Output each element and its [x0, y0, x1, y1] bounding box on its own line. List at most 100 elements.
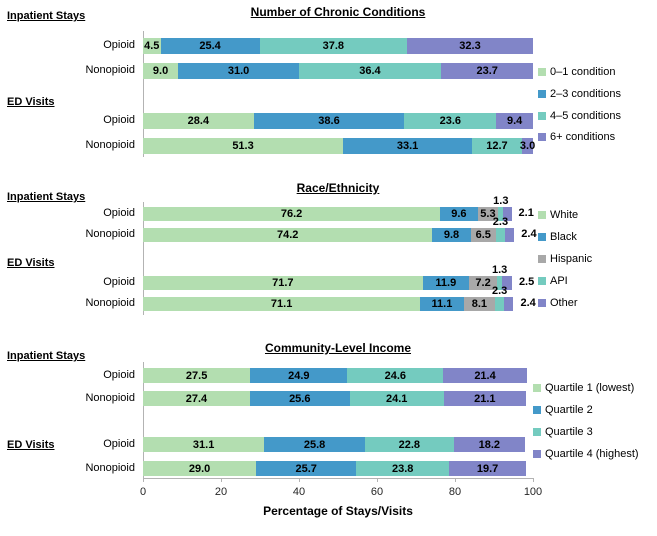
legend-swatch-icon [538, 211, 546, 219]
legend-label: 4–5 conditions [550, 110, 621, 122]
bar-segment-4-5-conditions: 12.7 [472, 138, 522, 154]
value-label: 18.2 [478, 438, 501, 451]
value-label: 25.8 [303, 438, 326, 451]
value-label: 2.3 [492, 216, 509, 228]
group-label-ed-visits: ED Visits [7, 96, 55, 108]
bar-segment-quartile-4-highest: 21.1 [443, 391, 526, 406]
x-tick-mark [455, 478, 456, 482]
value-label: 21.4 [474, 369, 496, 382]
legend-label: Quartile 1 (lowest) [545, 382, 635, 394]
bar-segment-2-3-conditions: 38.6 [253, 113, 405, 129]
bar-row: 4.5 25.4 37.8 32.3 [143, 38, 533, 54]
group-label-inpatient-stays: Inpatient Stays [7, 10, 86, 22]
x-tick-mark [299, 478, 300, 482]
bar-row: 74.2 9.8 6.5 2.3 2.4 [143, 216, 537, 242]
legend-swatch-icon [538, 233, 546, 241]
row-label: Opioid [103, 437, 135, 450]
bar-segment-4-5-conditions: 23.6 [404, 113, 497, 129]
group-label-ed-visits: ED Visits [7, 257, 55, 269]
row-label: Nonopioid [85, 461, 135, 474]
x-tick-label: 40 [292, 486, 306, 498]
value-label: 12.7 [486, 140, 508, 152]
bar-segment-0-1-condition: 9.0 [143, 63, 179, 79]
bar-segment-quartile-3: 24.6 [347, 368, 444, 383]
value-label: 9.6 [451, 208, 467, 220]
value-label: 36.4 [359, 65, 381, 77]
legend-item-hispanic: Hispanic [538, 253, 592, 265]
legend-swatch-icon [533, 450, 541, 458]
value-label: 11.1 [431, 298, 453, 310]
row-label: Nonopioid [85, 391, 135, 404]
legend-item-quartile-3: Quartile 3 [533, 426, 593, 438]
legend-label: Quartile 2 [545, 404, 593, 416]
value-label: 2.4 [520, 297, 536, 309]
bar-segment-quartile-3: 23.8 [356, 461, 450, 476]
value-label: 1.3 [491, 264, 508, 276]
bar-segment-6-conditions: 23.7 [440, 63, 534, 79]
legend-label: 0–1 condition [550, 66, 616, 78]
row-label: Opioid [103, 114, 135, 126]
bar-segment-other [504, 297, 514, 311]
bar-row: 27.5 24.9 24.6 21.4 [143, 368, 533, 383]
x-tick-label: 100 [523, 486, 543, 498]
bar-segment-0-1-condition: 28.4 [143, 113, 254, 129]
legend-label: Other [550, 297, 578, 309]
bar-segment-hispanic: 6.5 [470, 228, 496, 242]
legend-swatch-icon [533, 384, 541, 392]
value-label: 2.4 [521, 228, 537, 240]
row-label: Opioid [103, 207, 135, 219]
bar-segment-quartile-2: 25.7 [256, 461, 357, 476]
value-label: 2.1 [518, 207, 534, 219]
value-label: 24.9 [288, 369, 310, 382]
bar-row: 28.4 38.6 23.6 9.4 [143, 113, 533, 129]
value-label: 29.0 [188, 462, 211, 475]
bar-segment-4-5-conditions: 37.8 [259, 38, 408, 54]
bar-segment-black: 11.9 [422, 276, 470, 290]
bar-segment-0-1-condition: 51.3 [143, 138, 344, 154]
value-label: 24.1 [385, 392, 408, 405]
value-label: 7.2 [475, 277, 491, 289]
value-label: 25.6 [289, 392, 311, 405]
legend-swatch-icon [533, 428, 541, 436]
row-label: Opioid [103, 368, 135, 381]
bar-row: 31.1 25.8 22.8 18.2 [143, 437, 533, 452]
value-label: 38.6 [318, 115, 340, 127]
bar-segment-api [498, 207, 504, 221]
bar-segment-2-3-conditions: 31.0 [178, 63, 299, 79]
y-axis-line [143, 31, 144, 157]
value-label: 5.3 [480, 208, 496, 220]
legend-item-4-5-conditions: 4–5 conditions [538, 110, 621, 122]
x-tick-mark [221, 478, 222, 482]
value-label: 6.5 [475, 229, 491, 241]
legend-swatch-icon [538, 277, 546, 285]
legend-label: White [550, 209, 579, 221]
legend-item-api: API [538, 275, 568, 287]
row-label: Nonopioid [85, 297, 135, 309]
legend-swatch-icon [538, 299, 546, 307]
value-label: 24.6 [384, 369, 407, 382]
x-tick-label: 0 [139, 486, 147, 498]
bar-segment-other [502, 276, 512, 290]
value-label: 31.1 [192, 438, 215, 451]
bar-segment-hispanic: 5.3 [477, 207, 499, 221]
value-label: 9.4 [507, 115, 523, 127]
legend-item-black: Black [538, 231, 577, 243]
bar-segment-quartile-1-lowest: 29.0 [143, 461, 257, 476]
x-tick-label: 20 [214, 486, 228, 498]
legend-label: 6+ conditions [550, 131, 616, 143]
bar-segment-white: 71.7 [143, 276, 423, 290]
bar-segment-quartile-1-lowest: 27.5 [143, 368, 251, 383]
x-tick-label: 80 [448, 486, 462, 498]
x-tick-label: 60 [370, 486, 384, 498]
value-label: 25.4 [199, 40, 221, 52]
legend-item-6-conditions: 6+ conditions [538, 131, 615, 143]
value-label: 27.5 [185, 369, 208, 382]
bar-segment-hispanic: 8.1 [463, 297, 496, 311]
legend-swatch-icon [533, 406, 541, 414]
value-label: 23.6 [439, 115, 462, 127]
value-label: 28.4 [187, 115, 210, 127]
